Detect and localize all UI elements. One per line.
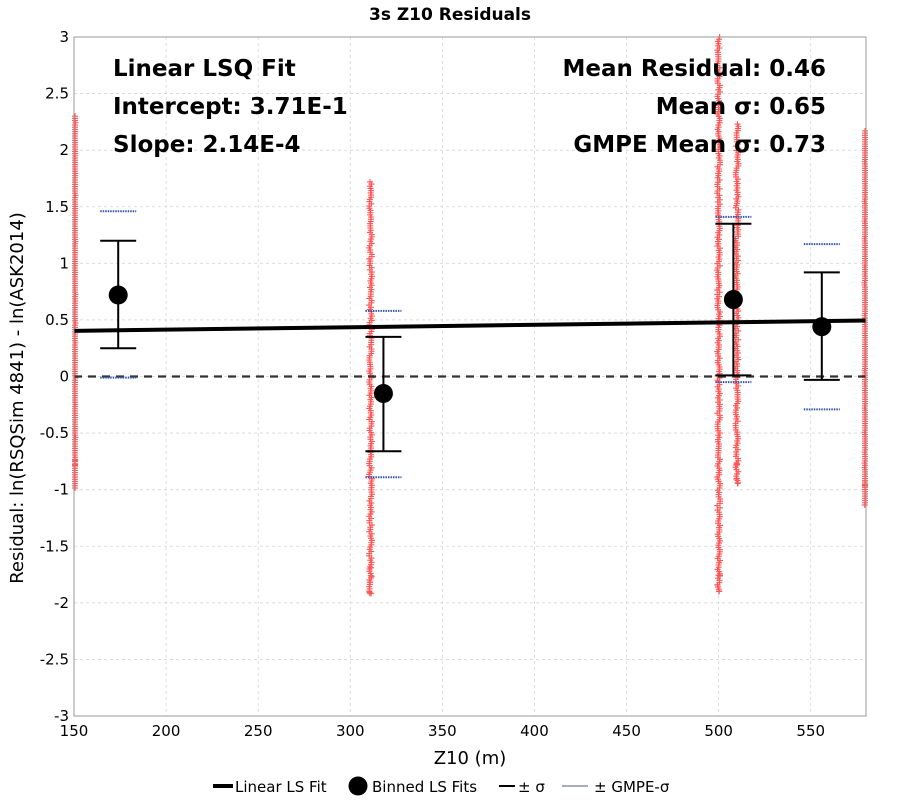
- annotation-left: Intercept: 3.71E-1: [113, 94, 348, 120]
- scatter-column: [72, 113, 79, 492]
- y-tick-label: 1: [59, 254, 69, 272]
- x-tick-label: 350: [428, 722, 457, 740]
- y-tick-label: -3: [54, 707, 69, 725]
- scatter-column: [366, 178, 376, 597]
- y-tick-label: -0.5: [40, 424, 69, 442]
- annotation-right: Mean Residual: 0.46: [563, 56, 826, 82]
- binned-mean-point: [373, 383, 393, 403]
- annotation-right: Mean σ: 0.65: [656, 94, 826, 120]
- y-axis-title: Residual: ln(RSQSim 4841) - ln(ASK2014): [7, 212, 28, 584]
- binned-mean-point: [723, 290, 743, 310]
- y-tick-label: -2.5: [40, 650, 69, 668]
- y-tick-label: -1.5: [40, 537, 69, 555]
- x-tick-label: 300: [336, 722, 365, 740]
- y-tick-label: 0: [59, 368, 69, 386]
- binned-fit: [100, 210, 137, 379]
- y-tick-label: 0.5: [45, 311, 69, 329]
- y-tick-label: 2.5: [45, 85, 69, 103]
- x-tick-label: 250: [244, 722, 273, 740]
- x-tick-label: 500: [704, 722, 733, 740]
- y-tick-label: 2: [59, 141, 69, 159]
- y-tick-label: 3: [59, 28, 69, 46]
- binned-fits-layer: [100, 210, 840, 479]
- annotation-right: GMPE Mean σ: 0.73: [573, 132, 826, 158]
- y-tick-label: -2: [54, 594, 69, 612]
- annotation-left: Slope: 2.14E-4: [113, 132, 301, 158]
- x-tick-label: 400: [520, 722, 549, 740]
- scatter-points: [72, 34, 868, 597]
- legend-label: Linear LS Fit: [235, 778, 327, 796]
- binned-mean-point: [108, 285, 128, 305]
- x-axis-title: Z10 (m): [434, 748, 507, 769]
- axes: 150 200 250 300 350 400 450 500 550 -3 -2.5 -2 -1.5 -…: [40, 28, 867, 740]
- legend-label: ± σ: [518, 778, 545, 796]
- legend-swatch-binned: [348, 776, 368, 796]
- x-tick-label: 200: [152, 722, 181, 740]
- x-tick-label: 450: [612, 722, 641, 740]
- chart-title: 3s Z10 Residuals: [369, 5, 531, 25]
- legend: Linear LS Fit Binned LS Fits ± σ ± GMPE-σ: [213, 776, 670, 796]
- scatter-column: [714, 34, 724, 595]
- binned-mean-point: [812, 317, 832, 337]
- annotations: Linear LSQ Fit Intercept: 3.71E-1 Slope: 2…: [113, 56, 826, 158]
- binned-fit: [803, 243, 840, 411]
- plot-frame: [73, 36, 867, 717]
- legend-label: Binned LS Fits: [372, 778, 477, 796]
- scatter-column: [732, 121, 742, 487]
- annotation-left: Linear LSQ Fit: [113, 56, 296, 82]
- binned-fit: [715, 215, 752, 384]
- x-tick-label: 550: [796, 722, 825, 740]
- y-tick-label: 1.5: [45, 198, 69, 216]
- binned-fit: [365, 309, 402, 479]
- y-tick-label: -1: [54, 481, 69, 499]
- x-tick-label: 150: [60, 722, 89, 740]
- legend-label: ± GMPE-σ: [594, 778, 670, 796]
